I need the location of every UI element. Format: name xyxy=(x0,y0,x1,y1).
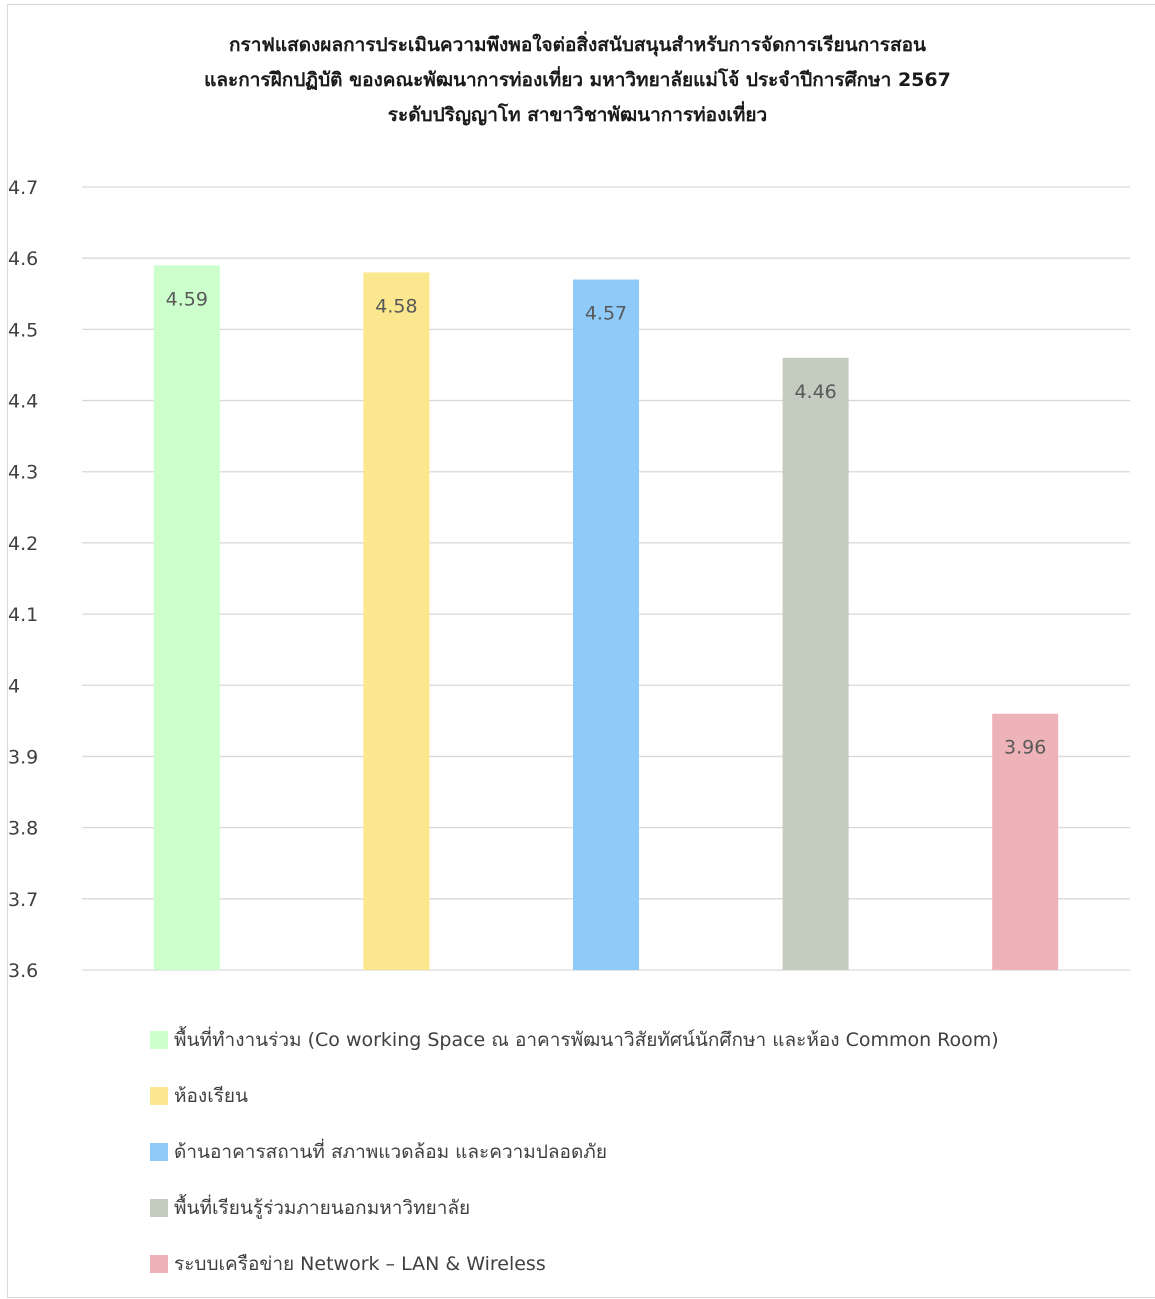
data-label: 4.59 xyxy=(166,288,208,310)
y-tick-label: 3.8 xyxy=(8,818,38,840)
legend-item: ด้านอาคารสถานที่ สภาพแวดล้อม และความปลอด… xyxy=(150,1124,999,1180)
y-tick-label: 4.5 xyxy=(8,319,38,341)
bar xyxy=(153,265,220,970)
y-tick-label: 4.2 xyxy=(8,533,38,555)
y-tick-label: 4.3 xyxy=(8,462,38,484)
y-tick-label: 4.6 xyxy=(8,248,38,270)
chart-title-line-2: และการฝึกปฏิบัติ ของคณะพัฒนาการท่องเที่ย… xyxy=(204,69,951,91)
legend-label: ด้านอาคารสถานที่ สภาพแวดล้อม และความปลอด… xyxy=(174,1141,607,1163)
legend-label: ระบบเครือข่าย Network – LAN & Wireless xyxy=(174,1253,546,1275)
y-tick-label: 3.7 xyxy=(8,889,38,911)
y-tick-label: 4.7 xyxy=(8,177,38,199)
chart-title-line-3: ระดับปริญญาโท สาขาวิชาพัฒนาการท่องเที่ยว xyxy=(387,104,768,126)
y-tick-label: 4 xyxy=(8,675,20,697)
data-label: 4.57 xyxy=(585,303,627,325)
chart-legend: พื้นที่ทำงานร่วม (Co working Space ณ อาค… xyxy=(150,1012,999,1292)
legend-item: ห้องเรียน xyxy=(150,1068,999,1124)
legend-label: พื้นที่เรียนรู้ร่วมภายนอกมหาวิทยาลัย xyxy=(174,1197,471,1219)
chart-frame xyxy=(7,4,1155,1298)
y-tick-label: 3.6 xyxy=(8,960,38,982)
legend-swatch xyxy=(150,1087,168,1105)
bar xyxy=(363,272,430,970)
legend-label: ห้องเรียน xyxy=(174,1085,249,1107)
chart-title: กราฟแสดงผลการประเมินความพึงพอใจต่อสิ่งสน… xyxy=(0,28,1155,133)
y-tick-label: 4.1 xyxy=(8,604,38,626)
legend-swatch xyxy=(150,1143,168,1161)
bar-chart: 4.7 4.6 4.5 4.4 4.3 4.2 4.1 4 3.9 3.8 3.7 3.6 4.59 4.… xyxy=(8,177,1130,982)
data-label: 3.96 xyxy=(1004,737,1046,759)
legend-swatch xyxy=(150,1199,168,1217)
bar xyxy=(782,357,849,970)
legend-item: พื้นที่เรียนรู้ร่วมภายนอกมหาวิทยาลัย xyxy=(150,1180,999,1236)
legend-swatch xyxy=(150,1255,168,1273)
y-tick-label: 3.9 xyxy=(8,746,38,768)
legend-swatch xyxy=(150,1031,168,1049)
bar xyxy=(992,713,1059,970)
legend-label: พื้นที่ทำงานร่วม (Co working Space ณ อาค… xyxy=(174,1029,999,1051)
data-label: 4.58 xyxy=(375,295,417,317)
chart-title-line-1: กราฟแสดงผลการประเมินความพึงพอใจต่อสิ่งสน… xyxy=(229,34,926,56)
y-tick-label: 4.4 xyxy=(8,391,38,413)
legend-item: ระบบเครือข่าย Network – LAN & Wireless xyxy=(150,1236,999,1292)
data-label: 4.46 xyxy=(794,381,836,403)
bar xyxy=(573,279,639,970)
legend-item: พื้นที่ทำงานร่วม (Co working Space ณ อาค… xyxy=(150,1012,999,1068)
